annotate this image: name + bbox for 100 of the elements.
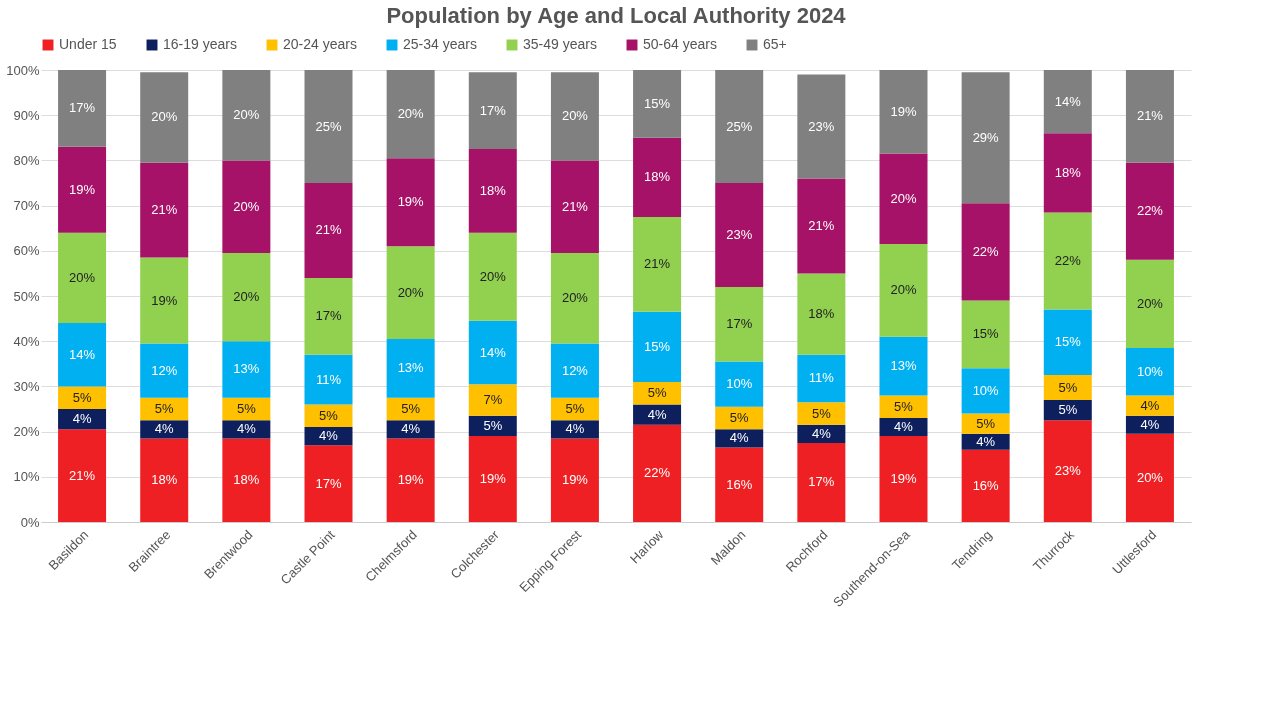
bar	[58, 232, 107, 324]
bar	[386, 158, 435, 247]
data-label: 12%	[151, 362, 178, 378]
bar	[633, 404, 682, 425]
data-label: 10%	[726, 376, 753, 392]
y-tick-label: 10%	[13, 469, 40, 485]
bar	[550, 160, 599, 254]
data-label: 14%	[69, 346, 96, 362]
data-label: 17%	[69, 100, 96, 116]
bar	[550, 72, 599, 161]
bar	[961, 72, 1010, 204]
bar	[961, 203, 1010, 301]
bar	[715, 70, 764, 183]
bar	[140, 162, 189, 258]
data-label: 14%	[1054, 93, 1082, 109]
bar	[797, 178, 846, 274]
y-tick-label: 70%	[13, 198, 40, 214]
bar	[304, 183, 353, 278]
data-label: 23%	[1054, 463, 1082, 479]
bar	[797, 442, 846, 522]
legend-label: 50-64 years	[643, 36, 717, 52]
bar	[797, 402, 846, 425]
data-label: 18%	[151, 472, 178, 488]
data-label: 5%	[811, 405, 832, 421]
data-label: 5%	[401, 401, 421, 416]
bar	[633, 137, 682, 217]
data-label: 18%	[808, 306, 835, 322]
data-label: 21%	[151, 202, 178, 218]
data-label: 17%	[808, 474, 835, 490]
bar	[1125, 162, 1174, 260]
data-label: 5%	[319, 407, 339, 423]
bar	[304, 445, 353, 522]
data-label: 20%	[561, 108, 589, 124]
bar	[386, 70, 435, 159]
legend-label: 16-19 years	[163, 36, 237, 52]
data-label: 19%	[69, 181, 96, 197]
data-label: 25%	[315, 118, 342, 134]
bar	[222, 253, 271, 342]
data-label: 11%	[315, 371, 342, 387]
data-label: 4%	[154, 421, 175, 437]
data-label: 13%	[397, 360, 425, 376]
data-label: 5%	[154, 401, 175, 416]
bar	[468, 232, 517, 321]
data-label: 4%	[647, 406, 667, 422]
bar	[140, 438, 189, 522]
bar	[633, 311, 682, 382]
bar	[1043, 309, 1092, 376]
data-label: 23%	[726, 226, 753, 242]
legend-label: 20-24 years	[283, 36, 357, 52]
y-tick-label: 60%	[13, 243, 40, 259]
bar	[550, 253, 599, 344]
data-label: 10%	[972, 382, 1000, 398]
data-label: 19%	[561, 472, 589, 488]
bar	[304, 354, 353, 405]
data-label: 5%	[236, 401, 257, 416]
data-label: 20%	[1136, 295, 1164, 311]
data-label: 5%	[1058, 402, 1078, 418]
bar	[715, 361, 764, 407]
bar	[222, 160, 271, 254]
data-label: 4%	[894, 419, 914, 435]
bar	[386, 246, 435, 339]
data-label: 21%	[561, 198, 589, 214]
bar	[1043, 133, 1092, 213]
y-tick-label: 80%	[13, 152, 40, 168]
data-label: 5%	[976, 415, 996, 431]
legend-label: 25-34 years	[403, 36, 477, 52]
bar	[879, 436, 928, 522]
data-label: 22%	[972, 243, 1000, 259]
data-label: 17%	[315, 308, 342, 324]
bar	[468, 320, 517, 385]
data-label: 13%	[890, 358, 917, 374]
y-tick-label: 50%	[13, 288, 40, 304]
bar	[386, 338, 435, 398]
data-label: 20%	[69, 269, 96, 285]
data-label: 12%	[561, 362, 589, 378]
data-label: 23%	[808, 118, 835, 134]
data-label: 16%	[972, 477, 1000, 493]
data-label: 5%	[565, 401, 585, 416]
bar	[633, 216, 682, 312]
data-label: 20%	[233, 289, 260, 305]
bar	[140, 257, 189, 344]
data-label: 19%	[890, 471, 917, 487]
legend-label: Under 15	[59, 36, 117, 52]
data-label: 5%	[647, 385, 667, 401]
bar	[58, 70, 107, 147]
bar	[58, 146, 107, 233]
bar	[1043, 375, 1092, 400]
bar	[797, 74, 846, 179]
data-label: 10%	[1136, 363, 1164, 379]
bar	[797, 354, 846, 403]
data-label: 19%	[479, 471, 507, 487]
data-label: 20%	[1136, 469, 1164, 485]
data-label: 18%	[479, 182, 507, 198]
bar	[1043, 212, 1092, 310]
data-label: 5%	[894, 398, 914, 414]
data-label: 5%	[729, 410, 750, 426]
data-label: 15%	[1054, 334, 1082, 350]
data-label: 4%	[811, 425, 832, 441]
y-tick-label: 90%	[13, 107, 40, 123]
bar	[550, 438, 599, 522]
